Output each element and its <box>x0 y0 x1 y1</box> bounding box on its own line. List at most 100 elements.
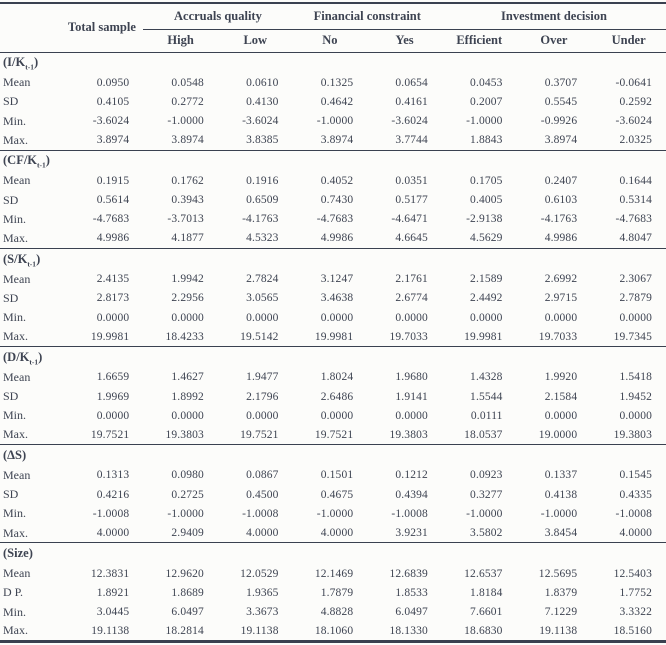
stat-value-cell: -0.9926 <box>540 115 578 128</box>
stat-value-cell: 0.4105 <box>96 95 130 108</box>
stat-value-cell: 4.6645 <box>367 229 442 249</box>
stat-value-cell: 0.1501 <box>320 469 354 482</box>
stat-value-cell: 0.3277 <box>470 488 503 501</box>
stat-value-cell: 2.3067 <box>619 273 652 286</box>
stat-value-cell: 0.0000 <box>544 311 578 324</box>
stat-value-cell: 0.1325 <box>320 76 354 89</box>
table-row: Mean 2.4135 1.9942 2.7824 3.1247 2.1761 2.1589… <box>0 269 666 288</box>
stat-value-cell: 4.5629 <box>441 229 517 249</box>
col-header-efficient: Efficient <box>441 29 517 53</box>
variable-group-label: (Size) <box>3 546 33 561</box>
stat-value-cell: 4.0000 <box>292 523 368 544</box>
stat-row-label: Mean <box>3 75 31 90</box>
stat-value-cell: 3.8974 <box>143 130 218 151</box>
stat-value-cell: 2.1761 <box>395 273 428 286</box>
variable-group-label: (CF/Kt-1) <box>3 153 50 170</box>
stat-value-cell: 1.8843 <box>441 130 517 151</box>
stat-value-cell: 0.0000 <box>171 311 204 324</box>
stat-value-cell: 0.5314 <box>619 194 652 207</box>
stat-value-cell: 12.9620 <box>165 567 204 580</box>
stat-value-cell: 0.3943 <box>171 194 204 207</box>
stat-value-cell: 1.9477 <box>246 371 279 384</box>
stat-value-cell: 19.0000 <box>516 425 592 446</box>
variable-group-row: (ΔS) <box>0 445 666 466</box>
stat-value-cell: 19.3803 <box>367 425 442 446</box>
stat-value-cell: 0.4052 <box>320 174 354 187</box>
stat-value-cell: 2.6486 <box>320 390 354 403</box>
stat-value-cell: 19.7033 <box>516 327 592 348</box>
stat-value-cell: 19.1138 <box>516 621 592 642</box>
stat-row-label: Mean <box>3 467 31 482</box>
stat-value-cell: 0.2592 <box>619 95 652 108</box>
stat-value-cell: -0.0641 <box>615 76 652 89</box>
stat-value-cell: 0.4335 <box>619 488 652 501</box>
stat-value-cell: 0.2007 <box>470 95 503 108</box>
stat-value-cell: 3.3673 <box>246 606 279 619</box>
table-row: SD 0.4216 0.2725 0.4500 0.4675 0.4394 0.3277 0.… <box>0 485 666 504</box>
table-row: Max. 19.1138 18.2814 19.1138 18.1060 18.1330 1… <box>0 621 666 642</box>
variable-group-row: (CF/Kt-1) <box>0 150 666 171</box>
stat-value-cell: 19.9981 <box>60 327 144 348</box>
stat-value-cell: 19.7345 <box>591 327 666 348</box>
stat-value-cell: 18.6830 <box>441 621 517 642</box>
stat-value-cell: 2.1589 <box>470 273 503 286</box>
stat-value-cell: -4.7683 <box>92 213 130 226</box>
stat-value-cell: 0.0000 <box>96 409 130 422</box>
stat-row-label: Max. <box>0 229 61 249</box>
stat-value-cell: 19.3803 <box>591 425 666 446</box>
stat-value-cell: 4.5323 <box>217 229 293 249</box>
stat-value-cell: -1.0000 <box>540 507 578 520</box>
table-row: Min. -1.0008 -1.0000 -1.0008 -1.0000 -1.0008 -… <box>0 504 666 523</box>
stat-value-cell: 1.9680 <box>395 371 428 384</box>
stat-value-cell: 2.4135 <box>96 273 130 286</box>
stat-value-cell: 1.6659 <box>96 371 130 384</box>
corner-cell <box>0 3 61 53</box>
stat-value-cell: 4.9986 <box>60 229 144 249</box>
table-row: D P. 1.8921 1.8689 1.9365 1.7879 1.8533 1.8184… <box>0 583 666 602</box>
stat-value-cell: 0.4161 <box>395 95 428 108</box>
variable-group-label: (I/Kt-1) <box>3 55 39 72</box>
stat-value-cell: 0.1915 <box>96 174 130 187</box>
stat-value-cell: 19.7521 <box>217 425 293 446</box>
stat-value-cell: 0.0000 <box>96 311 130 324</box>
stat-value-cell: 12.3831 <box>90 567 130 580</box>
stat-row-label: SD <box>3 192 19 207</box>
stat-value-cell: 2.4492 <box>470 292 503 305</box>
stat-value-cell: -1.0008 <box>391 507 428 520</box>
table-row: Mean 12.3831 12.9620 12.0529 12.1469 12.6839 1… <box>0 564 666 583</box>
stat-value-cell: -1.0008 <box>615 507 652 520</box>
stat-value-cell: 3.8385 <box>217 130 293 151</box>
stat-value-cell: 0.0000 <box>320 311 354 324</box>
col-group-investment-decision: Investment decision <box>441 3 666 30</box>
stat-value-cell: 2.6992 <box>544 273 578 286</box>
variable-group-label: (ΔS) <box>3 448 27 462</box>
stat-row-label: SD <box>3 94 19 109</box>
table-row: SD 2.8173 2.2956 3.0565 3.4638 2.6774 2.4492 2.… <box>0 289 666 308</box>
stat-value-cell: 0.2407 <box>544 174 578 187</box>
stat-value-cell: 1.5418 <box>619 371 652 384</box>
stat-value-cell: 0.4675 <box>320 488 354 501</box>
stat-value-cell: 3.8974 <box>516 130 592 151</box>
stat-value-cell: 18.0537 <box>441 425 517 446</box>
stat-value-cell: -3.6024 <box>615 115 652 128</box>
stat-value-cell: 1.9920 <box>544 371 578 384</box>
stat-value-cell: 0.6509 <box>246 194 279 207</box>
stat-value-cell: 1.9942 <box>171 273 204 286</box>
stat-value-cell: 1.8024 <box>320 371 354 384</box>
stat-value-cell: 0.0000 <box>171 409 204 422</box>
stat-value-cell: -4.1763 <box>540 213 578 226</box>
stat-value-cell: 0.1916 <box>246 174 279 187</box>
stat-value-cell: 0.0610 <box>246 76 279 89</box>
stat-row-label: Mean <box>3 369 31 384</box>
stat-value-cell: 19.7521 <box>292 425 368 446</box>
stat-value-cell: 19.3803 <box>143 425 218 446</box>
stat-value-cell: 1.9365 <box>246 586 279 599</box>
stat-value-cell: 4.0000 <box>591 523 666 544</box>
stat-value-cell: 3.8454 <box>516 523 592 544</box>
stat-value-cell: 4.8828 <box>320 606 354 619</box>
stat-value-cell: -4.7683 <box>615 213 652 226</box>
col-group-accruals-quality: Accruals quality <box>143 3 293 30</box>
stat-value-cell: 0.1644 <box>619 174 652 187</box>
stat-value-cell: 0.0000 <box>619 409 652 422</box>
